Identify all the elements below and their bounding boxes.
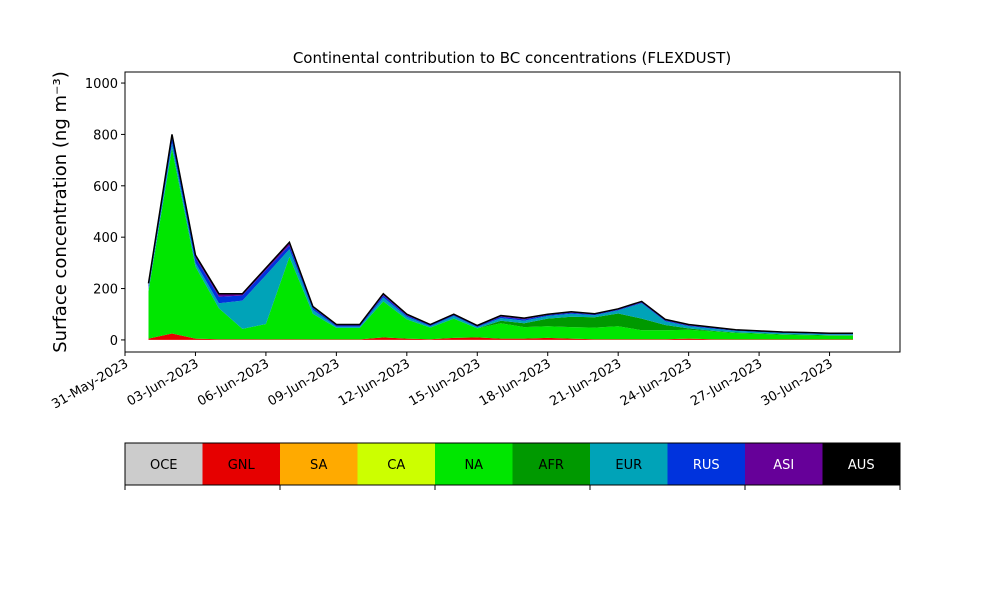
x-tick-label: 15-Jun-2023 [406,356,483,409]
x-tick-label: 06-Jun-2023 [195,356,272,409]
x-tick-label: 30-Jun-2023 [759,356,836,409]
y-tick-label: 1000 [85,77,118,92]
area [148,148,853,340]
legend-swatch [357,443,435,485]
legend-swatch [822,443,900,485]
legend-label: OCE [150,458,178,473]
legend-swatch [202,443,280,485]
legend-label: AFR [539,458,564,473]
legend-label: NA [464,458,483,473]
y-tick-label: 400 [93,231,118,246]
x-tick-label: 12-Jun-2023 [336,356,413,409]
area [148,333,853,340]
legend-label: AUS [848,458,875,473]
chart-title: Continental contribution to BC concentra… [293,49,731,67]
legend-label: EUR [615,458,642,473]
legend-label: CA [387,458,405,473]
y-tick-label: 800 [93,128,118,143]
x-tick-label: 18-Jun-2023 [477,356,554,409]
total-line [147,134,853,334]
x-tick-label: 21-Jun-2023 [547,356,624,409]
x-tick-label: 03-Jun-2023 [125,356,202,409]
legend-swatch [125,443,203,485]
legend-swatch [667,443,745,485]
y-axis-label: Surface concentration (ng m⁻³) [50,71,71,353]
legend-label: SA [310,458,327,473]
legend-label: ASI [773,458,794,473]
legend-swatch [745,443,823,485]
legend-label: RUS [693,458,720,473]
legend-swatch [435,443,513,485]
plot-frame [124,71,901,353]
area [148,143,853,336]
legend-label: GNL [228,458,256,473]
y-tick-label: 0 [110,334,118,349]
legend-frame [124,442,901,486]
legend-swatch [512,443,590,485]
legend-swatch [590,443,668,485]
y-tick-label: 200 [93,283,118,298]
y-tick-label: 600 [93,180,118,195]
x-tick-label: 24-Jun-2023 [618,356,695,409]
x-tick-label: 31-May-2023 [49,356,131,412]
x-tick-label: 27-Jun-2023 [688,356,765,409]
x-tick-label: 09-Jun-2023 [266,356,343,409]
legend-swatch [280,443,358,485]
